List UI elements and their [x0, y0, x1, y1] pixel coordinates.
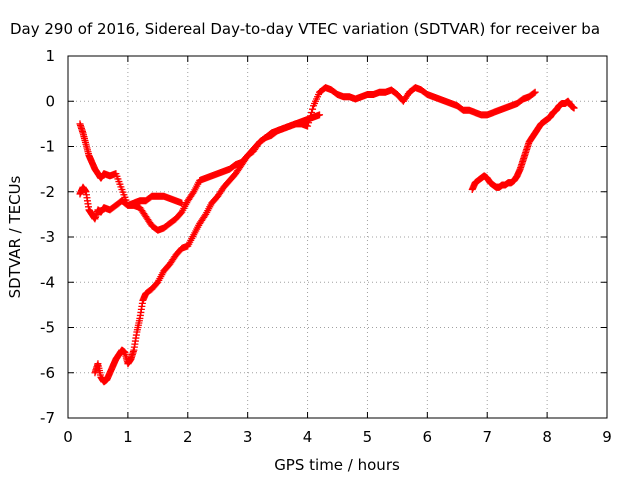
x-axis-label: GPS time / hours	[274, 456, 400, 474]
data-points	[76, 84, 578, 386]
y-tick-label: -2	[40, 183, 55, 201]
x-tick-label: 6	[423, 428, 433, 446]
y-axis-label: SDTVAR / TECUs	[6, 175, 24, 298]
data-point	[304, 122, 312, 130]
y-tick-label: -1	[40, 138, 55, 156]
x-tick-label: 2	[183, 428, 193, 446]
x-tick-label: 7	[482, 428, 492, 446]
data-point	[316, 111, 324, 119]
chart-title: Day 290 of 2016, Sidereal Day-to-day VTE…	[10, 20, 600, 38]
series-4	[468, 97, 578, 193]
y-tick-label: -5	[40, 319, 55, 337]
y-tick-label: -4	[40, 273, 55, 291]
x-tick-label: 9	[602, 428, 612, 446]
x-axis: 0 1 2 3 4 5 6 7 8 9	[63, 56, 612, 446]
y-tick-label: -7	[40, 409, 55, 427]
data-point-interp	[530, 89, 538, 97]
series-3	[91, 111, 324, 386]
data-point	[531, 88, 539, 96]
x-tick-label: 8	[542, 428, 552, 446]
y-tick-label: -3	[40, 228, 55, 246]
x-tick-label: 5	[363, 428, 373, 446]
data-point	[570, 104, 578, 112]
data-point-interp	[309, 105, 317, 113]
x-tick-label: 0	[63, 428, 73, 446]
x-tick-label: 3	[243, 428, 253, 446]
y-tick-label: 1	[45, 47, 55, 65]
x-tick-label: 1	[123, 428, 133, 446]
y-axis: 1 0 -1 -2 -3 -4 -5 -6 -7	[40, 47, 607, 427]
y-tick-label: 0	[45, 92, 55, 110]
x-tick-label: 4	[303, 428, 313, 446]
y-tick-label: -6	[40, 364, 55, 382]
